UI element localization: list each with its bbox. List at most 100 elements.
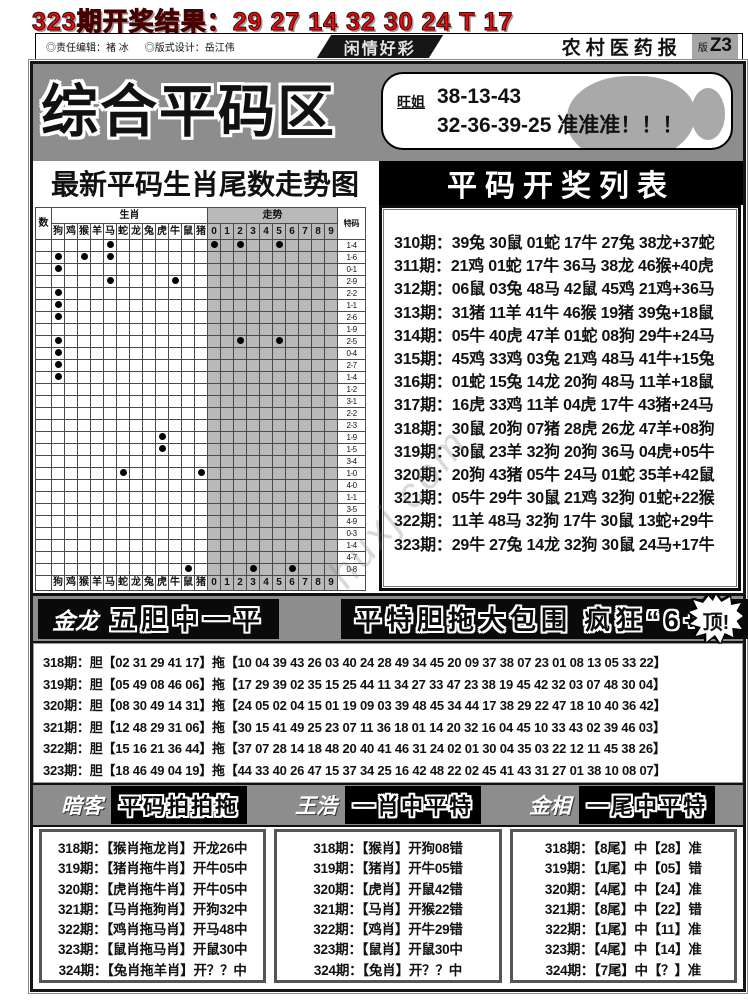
trend-cell [285,479,299,492]
trend-row: 1-1 [35,491,367,504]
result-row: 323期：【鼠肖】开鼠30中 [277,940,498,960]
result-text: 【1尾】中【11】准 [593,922,702,938]
num-cell [35,515,52,528]
dot [54,253,62,260]
period-label: 314期： [394,327,452,345]
list-row-numbers: 31猪 11羊 41牛 46猴 19猪 39兔+18鼠 [451,304,714,322]
trend-cell [220,551,234,564]
trend-row: 3-4 [35,455,367,468]
dot [184,565,192,572]
zodiac-header-cell: 狗 [51,223,65,240]
zodiac-cell [168,239,182,252]
trend-cell [323,455,339,468]
trend-cell [298,251,312,264]
period-label: 321期： [544,901,594,917]
trend-cell [246,275,260,288]
zodiac-cell [116,299,130,312]
masthead: ◎责任编辑：褚 冰 ◎版式设计：岳江伟 闲情好彩 农村医药报 版 Z3 [35,33,743,60]
zodiac-cell [194,407,208,420]
trend-row: 4-0 [35,479,367,492]
zodiac-cell [194,371,208,384]
result-text: 【虎肖拖牛肖】开牛05中 [106,881,248,897]
zodiac-header-cell: 羊 [90,223,104,240]
trend-cell [207,527,221,540]
zodiac-cell [194,515,208,528]
trend-cell [207,455,221,468]
zodiac-cell [168,395,182,408]
tipster-line-1: 38-13-43 [437,85,522,108]
trend-cell [233,491,247,504]
zodiac-cell [116,287,130,300]
trend-cell [220,287,234,300]
zodiac-cell [155,371,169,384]
zodiac-cell [51,359,65,372]
zodiac-cell [64,539,78,552]
period-label: 316期： [394,374,452,392]
zodiac-cell [194,563,208,576]
trend-cell [311,467,325,480]
zodiac-cell [194,383,208,396]
zodiac-cell [103,479,117,492]
zodiac-cell [142,347,156,360]
jinlong-promo-box: 平特胆拖大包围 疯狂“6+1” [341,598,748,639]
zodiac-cell [90,455,104,468]
num-cell [35,431,52,444]
trend-cell [323,443,339,456]
zodiac-cell [64,419,78,432]
result-text: 【4尾】中【24】准 [593,881,702,897]
trend-cell [246,431,260,444]
zodiac-cell [142,287,156,300]
trend-cell [207,503,221,516]
zodiac-cell [51,563,65,576]
zodiac-cell [51,515,65,528]
trend-cell [259,383,273,396]
zodiac-cell [142,383,156,396]
special-label-cell: 3-4 [337,455,367,468]
list-row: 314期：05牛 40虎 47羊 01蛇 08狗 29牛+24马 [394,325,738,348]
result-row: 318期：【猴肖】开狗08错 [277,839,498,859]
zodiac-cell [90,323,104,336]
section-subheaders: 最新平码生肖尾数走势图 平码开奖列表 [33,161,743,205]
zodiac-cell [90,239,104,252]
zodiac-cell [90,431,104,444]
trend-row: 3-5 [35,503,367,516]
trend-cell [311,431,325,444]
zodiac-cell [181,563,195,576]
trend-cell [259,347,273,360]
num-cell [35,335,52,348]
num-cell [35,527,52,540]
list-row: 312期：06鼠 03兔 48马 42鼠 45鸡 21鸡+36马 [394,278,738,301]
trend-cell [298,419,312,432]
result-text: 【鼠肖】开鼠30中 [361,942,463,958]
trend-cell [259,335,273,348]
digit-header-cell: 4 [259,223,273,240]
center-banner-label: 闲情好彩 [344,40,417,58]
dantuo-row: 321期：胆【12 48 29 31 06】拖【30 15 41 49 25 2… [43,717,743,739]
section-title-box: 一肖中平特 [344,786,481,824]
trend-cell [323,419,339,432]
dot [54,265,62,272]
zodiac-cell [64,371,78,384]
num-cell [35,575,52,591]
digit-header-cell: 7 [298,223,312,240]
num-cell [35,563,52,576]
bottom-header-pair: 暗客 平码拍拍拖 [61,786,247,824]
trend-cell [272,431,286,444]
zodiac-cell [77,371,91,384]
trend-cell [259,287,273,300]
trend-cell [272,263,286,276]
zodiac-cell [129,455,143,468]
trend-cell [233,395,247,408]
bottom-column: 318期：【猴肖拖龙肖】开龙26中 319期：【猪肖拖牛肖】开牛05中 320期：【… [39,829,267,983]
zodiac-cell [129,383,143,396]
trend-cell [298,371,312,384]
zodiac-cell [51,287,65,300]
zodiac-cell [168,491,182,504]
zodiac-cell [77,419,91,432]
zodiac-cell [142,335,156,348]
period-label: 312期： [394,281,452,299]
trend-cell [323,371,339,384]
zodiac-cell [168,311,182,324]
zodiac-cell [155,359,169,372]
trend-cell [233,263,247,276]
